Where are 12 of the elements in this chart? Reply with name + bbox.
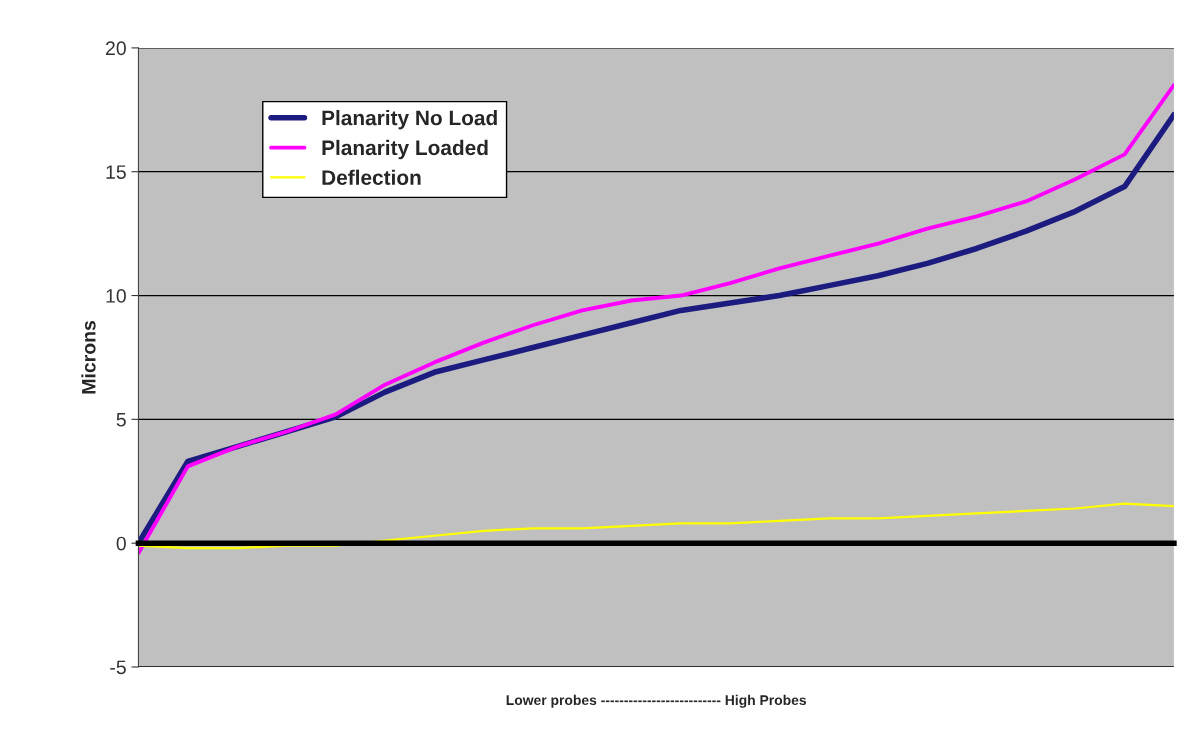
y-axis-title: Microns — [81, 320, 96, 394]
y-tick-label: 0 — [116, 536, 126, 551]
legend-label: Deflection — [322, 169, 421, 185]
y-tick-label: 20 — [106, 41, 126, 56]
line-series — [138, 502, 1174, 550]
y-tick-label: -5 — [110, 660, 126, 675]
legend-label: Planarity No Load — [322, 109, 497, 130]
y-tick-label: 15 — [106, 165, 126, 179]
y-tick-label: 5 — [116, 413, 126, 427]
y-tick-label: 10 — [106, 289, 126, 303]
x-axis-title: Lower probes -------------------------- High Probes — [506, 694, 807, 708]
legend-label: Planarity Loaded — [322, 139, 488, 160]
